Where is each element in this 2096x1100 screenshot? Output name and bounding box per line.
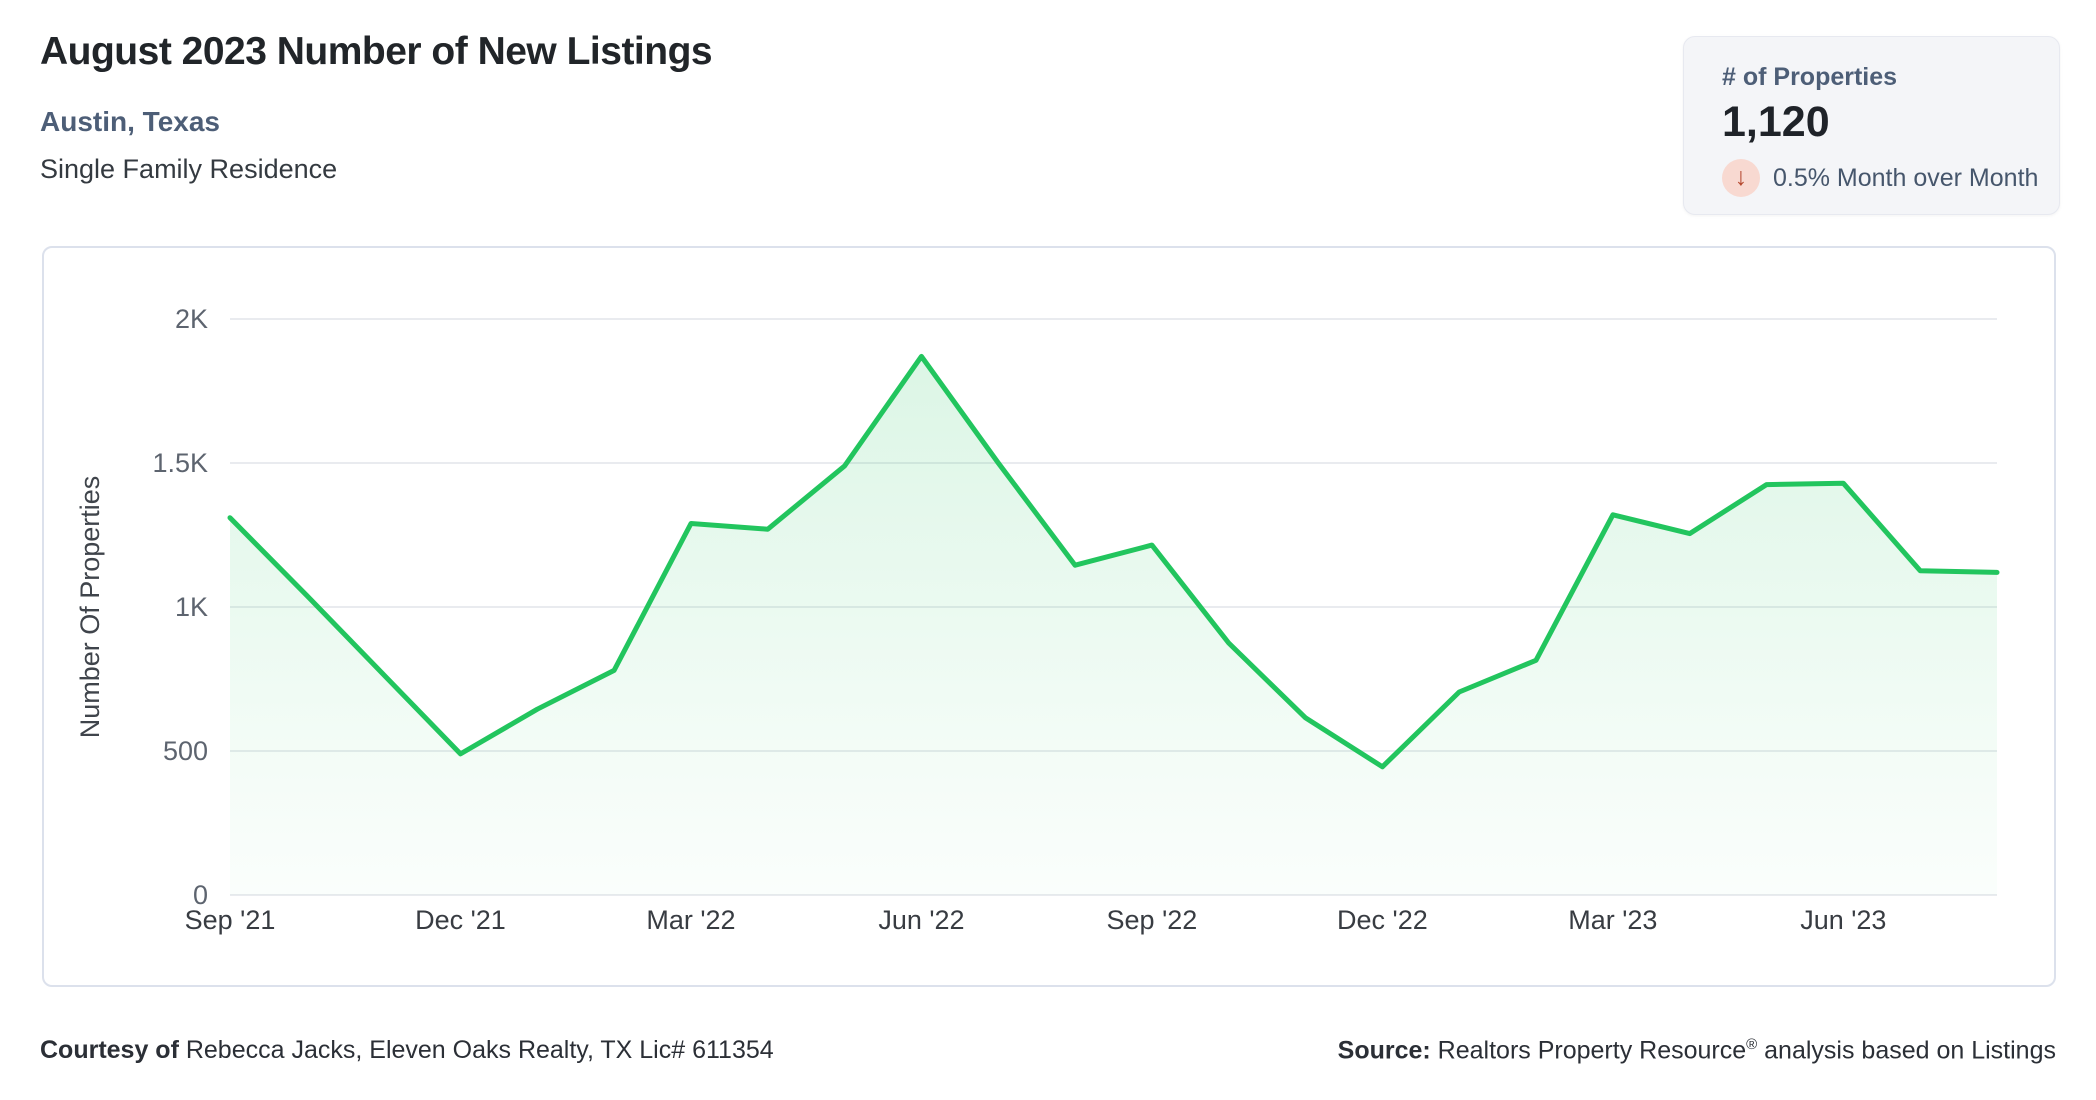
subtitle-location: Austin, Texas [40, 106, 220, 137]
stats-value: 1,120 [1722, 98, 1830, 146]
y-tick-label: 2K [175, 304, 208, 334]
chart-area-fill [230, 356, 1997, 895]
y-axis-title: Number Of Properties [75, 476, 105, 739]
x-tick-label: Dec '22 [1337, 905, 1428, 935]
source-name: Realtors Property Resource [1430, 1036, 1747, 1065]
x-tick-label: Jun '23 [1800, 905, 1886, 935]
courtesy-footer: Courtesy of Rebecca Jacks, Eleven Oaks R… [40, 1036, 774, 1065]
subtitle-property-type: Single Family Residence [40, 154, 338, 184]
page-title: August 2023 Number of New Listings [40, 30, 713, 73]
chart-card: 0 500 1K 1.5K 2K Sep '21 Dec '21 Mar '22 Jun '22… [42, 246, 2056, 987]
y-tick-label: 1K [175, 592, 208, 622]
source-footer: Source: Realtors Property Resource® anal… [1338, 1036, 2056, 1065]
x-tick-label: Sep '22 [1107, 905, 1198, 935]
x-tick-label: Jun '22 [878, 905, 964, 935]
x-tick-label: Mar '22 [646, 905, 735, 935]
registered-trademark-icon: ® [1746, 1036, 1758, 1053]
down-arrow-icon: ↓ [1734, 162, 1748, 191]
courtesy-label: Courtesy of [40, 1036, 179, 1064]
properties-stats-card: # of Properties 1,120 ↓ 0.5% Month over … [1683, 36, 2060, 215]
y-tick-label: 1.5K [152, 448, 208, 478]
chart-line [227, 353, 2000, 770]
x-tick-label: Dec '21 [415, 905, 506, 935]
chart-svg: 0 500 1K 1.5K 2K Sep '21 Dec '21 Mar '22 Jun '22… [75, 304, 2000, 935]
x-tick-label: Sep '21 [185, 905, 276, 935]
x-tick-label: Mar '23 [1568, 905, 1657, 935]
month-over-month-row: ↓ 0.5% Month over Month [1722, 159, 2059, 197]
month-over-month-text: 0.5% Month over Month [1773, 163, 2039, 192]
source-text: analysis based on Listings [1757, 1036, 2056, 1065]
courtesy-text: Rebecca Jacks, Eleven Oaks Realty, TX Li… [178, 1036, 774, 1064]
y-tick-label: 0 [193, 880, 208, 910]
decrease-badge: ↓ [1722, 159, 1760, 197]
source-label: Source: [1337, 1036, 1431, 1065]
y-tick-label: 500 [163, 736, 208, 766]
stats-label: # of Properties [1722, 63, 1898, 91]
